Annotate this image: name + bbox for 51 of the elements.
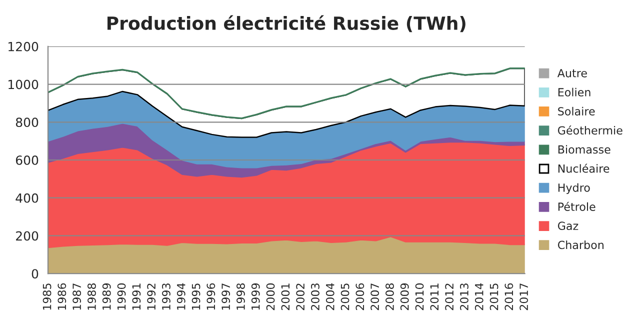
x-tick-label: 1998 (236, 283, 245, 310)
x-tick-label: 2014 (474, 283, 484, 310)
y-tick-label: 1200 (8, 42, 38, 52)
x-tick-label: 1987 (72, 284, 82, 310)
x-tick-label: 1990 (117, 283, 126, 310)
legend-label: Charbon (558, 240, 604, 250)
x-tick-label: 2006 (356, 283, 364, 310)
x-tick-label: 2016 (504, 283, 514, 310)
y-tick-label: 200 (16, 231, 38, 241)
x-tick-label: 1991 (132, 284, 141, 310)
x-tick-label: 2009 (400, 283, 409, 310)
x-tick-label: 2011 (430, 284, 439, 310)
x-tick-label: 1993 (162, 284, 170, 310)
x-tick-label: 1992 (147, 284, 156, 310)
y-tick-label: 600 (16, 155, 38, 165)
x-tick-label: 1995 (192, 284, 200, 310)
chart-title: Production électricité Russie (TWh) (108, 15, 466, 32)
x-tick-label: 2005 (340, 284, 350, 310)
x-tick-label: 2002 (296, 284, 305, 310)
x-tick-label: 2015 (490, 284, 498, 310)
x-tick-label: 1997 (222, 284, 230, 310)
x-tick-label: 2000 (266, 283, 275, 310)
x-tick-label: 1986 (58, 283, 66, 310)
x-tick-label: 2017 (520, 284, 528, 310)
legend-label: Nucléaire (558, 164, 610, 173)
y-tick-label: 0 (32, 269, 38, 279)
legend-label: Géothermie (558, 126, 622, 135)
x-tick-label: 2007 (370, 284, 380, 310)
y-tick-label: 800 (16, 118, 38, 128)
x-tick-label: 2013 (460, 284, 468, 310)
x-tick-label: 1988 (88, 283, 96, 310)
x-tick-label: 2008 (386, 283, 394, 310)
x-tick-label: 1989 (102, 283, 111, 310)
y-tick-label: 400 (16, 193, 38, 203)
x-tick-label: 1999 (251, 283, 260, 310)
legend-label: Solaire (558, 106, 595, 116)
legend-label: Biomasse (558, 145, 610, 154)
legend-label: Gaz (558, 222, 578, 230)
x-tick-label: 1985 (42, 284, 52, 310)
x-tick-label: 2010 (415, 283, 424, 310)
legend-label: Eolien (558, 88, 590, 96)
legend-label: Pétrole (558, 202, 596, 211)
x-tick-label: 1994 (176, 283, 186, 310)
x-tick-label: 2004 (326, 283, 334, 310)
x-tick-label: 2001 (281, 284, 290, 310)
legend-label: Autre (557, 69, 587, 78)
legend-label: Hydro (558, 183, 590, 194)
y-tick-label: 1000 (8, 80, 38, 90)
x-tick-label: 2012 (445, 284, 454, 310)
x-tick-label: 2003 (311, 284, 320, 310)
x-tick-label: 1996 (206, 283, 216, 310)
